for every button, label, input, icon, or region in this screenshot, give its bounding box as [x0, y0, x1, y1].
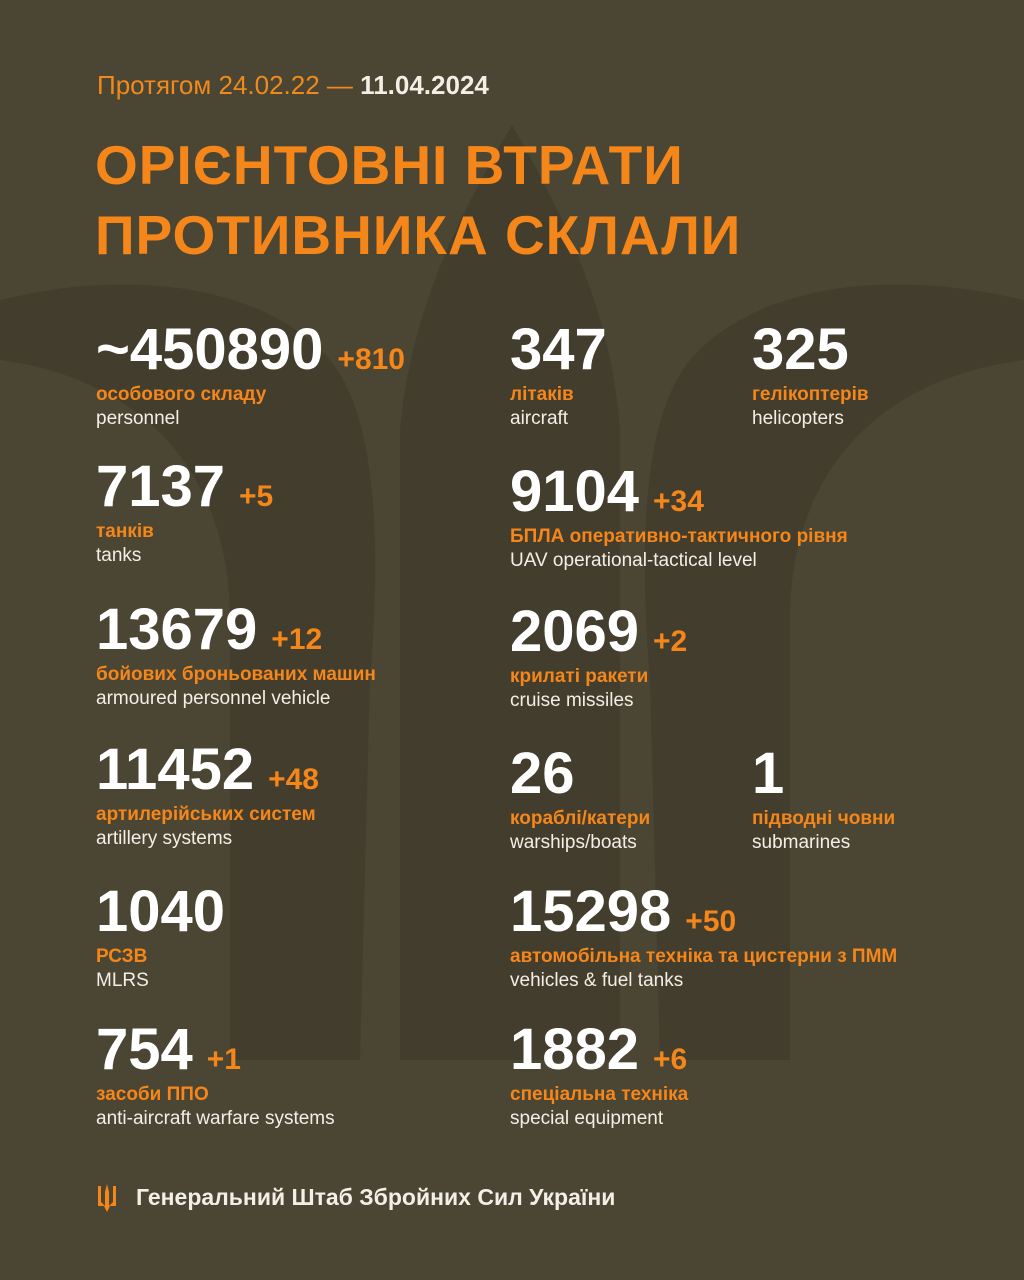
stat-item: 13679 +12 бойових броньованих машин armoure…	[96, 598, 376, 710]
value-row: 13679 +12	[96, 598, 376, 662]
label-uk: бойових броньованих машин	[96, 663, 376, 685]
value-row: 754 +1	[96, 1018, 335, 1082]
value-row: 1882 +6	[510, 1018, 688, 1082]
label-en: vehicles & fuel tanks	[510, 969, 684, 991]
label-en: tanks	[96, 544, 142, 566]
stat-delta: +34	[653, 485, 704, 518]
label-uk: танків	[96, 520, 154, 542]
stat-item: 7137 +5 танків tanks	[96, 455, 273, 567]
label-uk: літаків	[510, 383, 574, 405]
stat-delta: +6	[653, 1043, 688, 1076]
stat-item: 26 кораблі/катери warships/boats	[510, 742, 650, 854]
stat-value: 1	[752, 741, 785, 806]
stat-item: 11452 +48 артилерійських систем artillery s…	[96, 738, 319, 850]
stat-delta: +5	[239, 480, 274, 513]
label-en: anti-aircraft warfare systems	[96, 1107, 335, 1129]
value-row: 11452 +48	[96, 738, 319, 802]
stat-value: 13679	[96, 597, 258, 662]
stat-item: 325 гелікоптерів helicopters	[752, 318, 869, 430]
label-en: UAV operational-tactical level	[510, 549, 757, 571]
footer-text: Генеральний Штаб Збройних Сил України	[136, 1184, 616, 1210]
stat-item: 9104 +34 БПЛА оперативно-тактичного рівня U…	[510, 460, 848, 572]
value-row: 347	[510, 318, 607, 382]
stat-item: 347 літаків aircraft	[510, 318, 607, 430]
date: 11.04.2024	[360, 70, 489, 100]
stat-value: 15298	[510, 879, 672, 944]
trident-icon	[98, 1184, 116, 1212]
label-en: MLRS	[96, 969, 149, 991]
period-text: Протягом 24.02.22 —	[97, 70, 353, 100]
label-en: artillery systems	[96, 827, 233, 849]
stat-value: 2069	[510, 599, 640, 664]
value-row: ~450890 +810	[96, 318, 405, 382]
stat-item: ~450890 +810 особового складу personnel	[96, 318, 405, 430]
value-row: 9104 +34	[510, 460, 848, 524]
label-en: helicopters	[752, 407, 844, 429]
label-uk: підводні човни	[752, 807, 896, 829]
title-line: ПРОТИВНИКА СКЛАЛИ	[95, 204, 742, 266]
value-row: 26	[510, 742, 650, 806]
stat-delta: +50	[685, 905, 737, 938]
stat-value: 1040	[96, 879, 226, 944]
label-uk: особового складу	[96, 383, 267, 405]
stat-value: 1882	[510, 1017, 640, 1082]
stat-item: 1 підводні човни submarines	[752, 742, 895, 854]
stat-delta: +2	[653, 625, 688, 658]
stat-value: 11452	[96, 737, 255, 802]
label-uk: засоби ППО	[96, 1083, 209, 1105]
stat-value: 325	[752, 317, 849, 382]
value-row: 1	[752, 742, 895, 806]
value-row: 325	[752, 318, 869, 382]
title-line: ОРІЄНТОВНІ ВТРАТИ	[95, 134, 684, 196]
stat-value: 7137	[96, 454, 226, 519]
label-en: personnel	[96, 407, 180, 429]
stat-delta: +810	[337, 343, 405, 376]
value-row: 2069 +2	[510, 600, 687, 664]
period: Протягом 24.02.22 — 11.04.2024	[97, 70, 489, 101]
label-en: submarines	[752, 831, 851, 853]
label-en: special equipment	[510, 1107, 664, 1129]
label-uk: автомобільна техніка та цистерни з ПММ	[510, 945, 898, 967]
stat-delta: +12	[271, 623, 323, 656]
stat-value: ~450890	[96, 317, 324, 382]
stat-item: 15298 +50 автомобільна техніка та цистерни…	[510, 880, 897, 992]
stat-value: 9104	[510, 459, 640, 524]
label-en: warships/boats	[510, 831, 637, 853]
label-uk: крилаті ракети	[510, 665, 649, 687]
stat-value: 26	[510, 741, 575, 806]
label-uk: кораблі/катери	[510, 807, 651, 829]
stat-item: 754 +1 засоби ППО anti-aircraft warfare sys…	[96, 1018, 335, 1130]
label-uk: артилерійських систем	[96, 803, 316, 825]
stat-value: 347	[510, 317, 607, 382]
stat-value: 754	[96, 1017, 193, 1082]
stat-delta: +1	[206, 1043, 241, 1076]
value-row: 1040	[96, 880, 225, 944]
label-en: cruise missiles	[510, 689, 634, 711]
label-uk: РСЗВ	[96, 945, 148, 967]
label-en: aircraft	[510, 407, 569, 429]
stat-item: 1882 +6 спеціальна техніка special equipmen…	[510, 1018, 688, 1130]
label-en: armoured personnel vehicle	[96, 687, 331, 709]
label-uk: гелікоптерів	[752, 383, 869, 405]
value-row: 15298 +50	[510, 880, 897, 944]
stat-delta: +48	[268, 763, 319, 796]
stat-item: 1040 РСЗВ MLRS	[96, 880, 225, 992]
stat-item: 2069 +2 крилаті ракети cruise missiles	[510, 600, 687, 712]
value-row: 7137 +5	[96, 455, 273, 519]
label-uk: БПЛА оперативно-тактичного рівня	[510, 525, 848, 547]
label-uk: спеціальна техніка	[510, 1083, 689, 1105]
